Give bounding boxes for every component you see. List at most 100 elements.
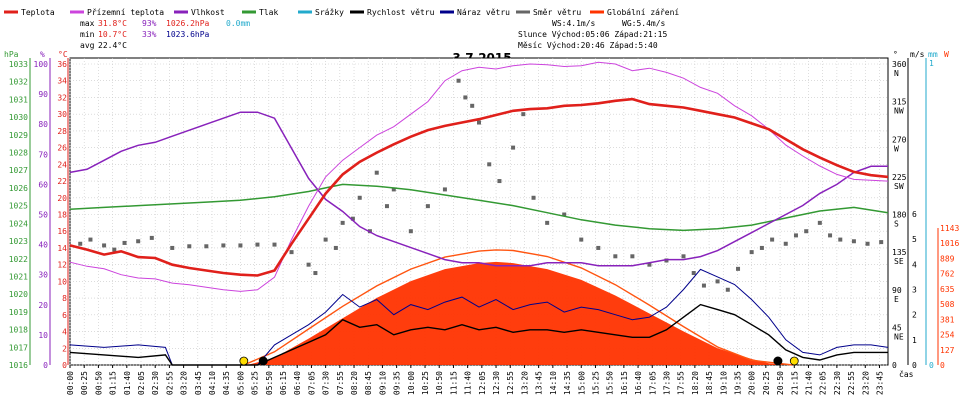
wind-direction-point — [579, 237, 584, 242]
tick-label-hpa: 1029 — [9, 131, 28, 140]
tick-label-w: 889 — [940, 254, 955, 263]
tick-label-hpa: 1023 — [9, 237, 28, 246]
tick-label-x: 06:15 — [279, 371, 288, 395]
tick-label-x: 04:10 — [208, 371, 217, 395]
tick-label-hpa: 1026 — [9, 184, 28, 193]
axes: hPa% °C1033103210311030102910281027102610… — [4, 50, 959, 395]
tick-label-percent: 60 — [38, 180, 48, 189]
tick-label-x: 01:40 — [123, 371, 132, 395]
wind-direction-point — [463, 95, 468, 100]
tick-label-x: 18:45 — [705, 371, 714, 395]
tick-label-x: 10:25 — [421, 371, 430, 395]
tick-label-w: 381 — [940, 315, 955, 324]
tick-label-percent: 20 — [38, 301, 48, 310]
wind-direction-point — [357, 195, 362, 200]
wind-direction-point — [531, 195, 536, 200]
tick-label-ms: 3 — [912, 286, 917, 295]
stat-max-hum: 93% — [142, 19, 157, 28]
tick-label-x: 00:25 — [80, 371, 89, 395]
tick-label-x: 16:15 — [620, 371, 629, 395]
stat-avg-temp: 22.4°C — [98, 41, 127, 50]
wind-direction-point — [511, 145, 516, 150]
tick-label-x: 22:30 — [833, 371, 842, 395]
wind-direction-point — [88, 237, 93, 242]
tick-label-x: 19:35 — [733, 371, 742, 395]
series-pressure — [69, 183, 889, 232]
tick-label-x: 23:45 — [875, 371, 884, 395]
tick-label-x: 17:55 — [677, 371, 686, 395]
wind-direction-point — [521, 112, 526, 117]
tick-label-celsius: 2 — [62, 344, 67, 353]
wind-direction-point — [817, 220, 822, 225]
tick-label-compass: E — [894, 295, 899, 304]
tick-label-direction: 180 — [892, 211, 907, 220]
tick-label-x: 00:50 — [94, 371, 103, 395]
series-temperature — [69, 97, 889, 277]
wind-direction-point — [749, 250, 754, 255]
wind-direction-point — [681, 254, 686, 259]
wind-direction-point — [804, 229, 809, 234]
tick-label-w: 508 — [940, 300, 955, 309]
tick-label-direction: 270 — [892, 135, 907, 144]
series-ground-temperature — [69, 61, 889, 292]
tick-label-x: 15:50 — [606, 371, 615, 395]
wind-direction-point — [289, 250, 294, 255]
tick-label-percent: 30 — [38, 271, 48, 280]
tick-label-hpa: 1027 — [9, 166, 28, 175]
legend-entry: Směr větru — [533, 8, 581, 17]
legend: Teplota Přízemní teplota Vlhkost Tlak Srážky… — [4, 8, 679, 17]
tick-label-x: 10:50 — [435, 371, 444, 395]
tick-label-percent: 40 — [38, 241, 48, 250]
tick-label-hpa: 1018 — [9, 326, 28, 335]
wind-direction-point — [783, 241, 788, 246]
astro-moon: Měsíc Východ:20:46 Západ:5:40 — [518, 41, 658, 50]
tick-label-x: 12:30 — [492, 371, 501, 395]
wind-direction-point — [736, 266, 741, 271]
wind-direction-point — [333, 245, 338, 250]
tick-label-x: 20:00 — [748, 371, 757, 395]
tick-label-x: 07:55 — [336, 371, 345, 395]
stat-min-temp: 10.7°C — [98, 30, 127, 39]
tick-label-x: 12:55 — [506, 371, 515, 395]
tick-label-celsius: 36 — [57, 60, 67, 69]
wind-direction-point — [770, 237, 775, 242]
axis-label-time: čas — [899, 369, 914, 379]
legend-entry: Náraz větru — [457, 8, 510, 17]
wind-direction-point — [112, 247, 117, 252]
tick-label-x: 04:35 — [222, 371, 231, 395]
wind-direction-point — [170, 245, 175, 250]
legend-entry: Rychlost větru — [367, 8, 435, 17]
tick-label-w: 127 — [940, 346, 955, 355]
tick-label-x: 10:00 — [407, 371, 416, 395]
tick-label-hpa: 1021 — [9, 272, 28, 281]
wind-direction-point — [313, 271, 318, 276]
wind-direction-point — [715, 279, 720, 284]
tick-label-celsius: 22 — [57, 177, 67, 186]
tick-label-x: 02:05 — [137, 371, 146, 395]
wind-direction-point — [456, 78, 461, 83]
tick-label-x: 08:45 — [364, 371, 373, 395]
tick-label-x: 13:20 — [520, 371, 529, 395]
wind-direction-point — [879, 240, 884, 245]
legend-entry: Globální záření — [607, 8, 679, 17]
tick-label-hpa: 1032 — [9, 78, 28, 87]
wind-direction-point — [477, 120, 481, 125]
tick-label-percent: 10 — [38, 331, 48, 340]
tick-label-x: 00:00 — [66, 371, 75, 395]
stat-min-label: min — [80, 30, 95, 39]
wind-direction-point — [691, 271, 696, 276]
tick-label-hpa: 1017 — [9, 343, 28, 352]
tick-label-percent: 100 — [34, 60, 49, 69]
wind-direction-point — [613, 254, 618, 259]
tick-label-x: 21:40 — [804, 371, 813, 395]
plot-area — [69, 57, 889, 366]
tick-label-direction: 90 — [892, 286, 902, 295]
wind-direction-point — [664, 258, 669, 263]
wind-direction-point — [487, 162, 492, 167]
wind-direction-point — [187, 244, 192, 249]
stats-panel: max 31.8°C 93% 1026.2hPa 0.0mm min 10.7°… — [80, 19, 250, 50]
tick-label-x: 03:45 — [194, 371, 203, 395]
tick-label-direction: 0 — [892, 361, 897, 370]
tick-label-w: 635 — [940, 285, 955, 294]
